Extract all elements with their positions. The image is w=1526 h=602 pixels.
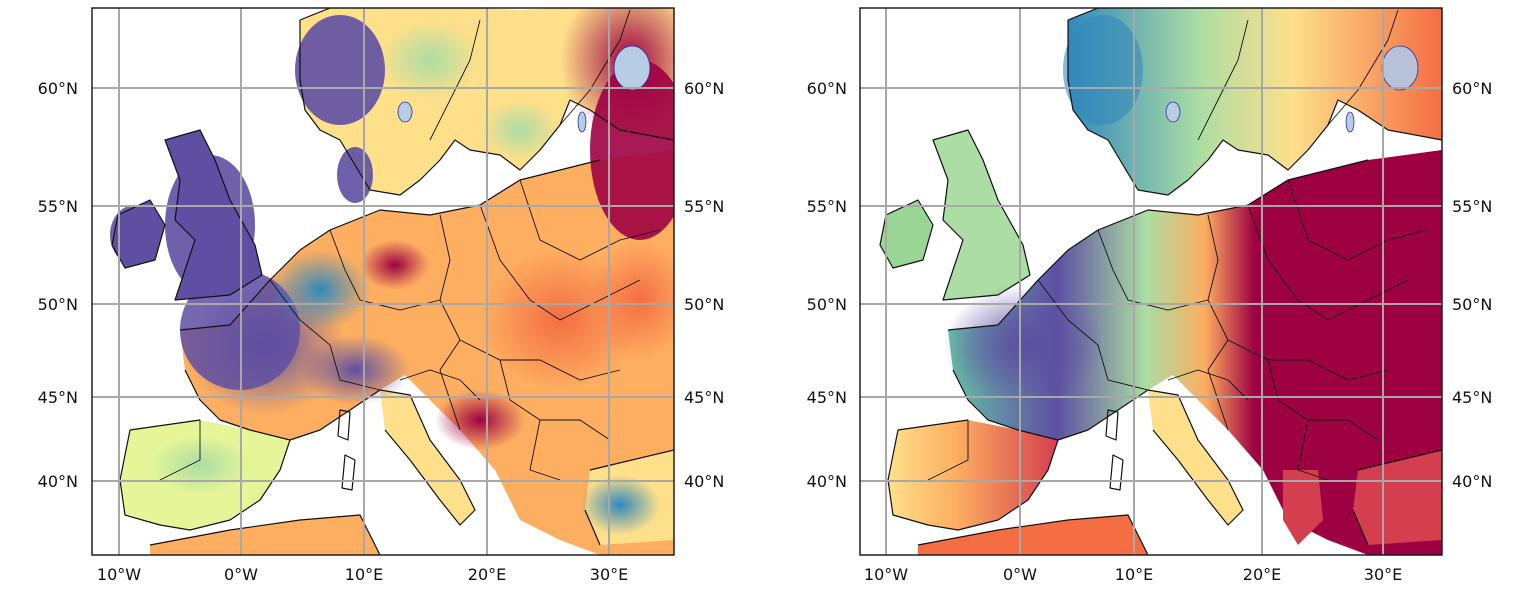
map-right-data-layer — [879, 8, 1442, 555]
lat-label: 60°N — [1452, 79, 1492, 98]
lon-labels-bottom-axis: 10°W 0°W 10°E 20°E 30°E — [864, 565, 1402, 584]
lon-label: 30°E — [590, 565, 628, 584]
map-right-svg: 60°N 55°N 50°N 45°N 40°N 60°N 55°N 50°N … — [807, 7, 1492, 584]
lat-label: 60°N — [38, 79, 78, 98]
lat-label: 55°N — [684, 197, 724, 216]
lat-label: 55°N — [807, 197, 847, 216]
coastlines-left — [111, 8, 674, 555]
lat-label: 50°N — [1452, 295, 1492, 314]
lon-label: 0°W — [224, 565, 258, 584]
lon-label: 30°E — [1364, 565, 1402, 584]
lat-label: 45°N — [807, 388, 847, 407]
map-left-svg: 60°N 55°N 50°N 45°N 40°N 60°N 55°N 50°N … — [38, 7, 724, 584]
map-panel-right: 60°N 55°N 50°N 45°N 40°N 60°N 55°N 50°N … — [763, 0, 1526, 602]
borders-right — [927, 9, 1429, 481]
lon-labels-bottom-axis: 10°W 0°W 10°E 20°E 30°E — [97, 565, 628, 584]
lakes-left — [397, 45, 651, 133]
lat-label: 55°N — [1452, 197, 1492, 216]
lakes-right — [1165, 45, 1419, 133]
lat-label: 40°N — [1452, 472, 1492, 491]
graticule-left — [92, 8, 674, 555]
lon-label: 0°W — [1003, 565, 1037, 584]
lon-label: 10°W — [864, 565, 908, 584]
lon-label: 10°E — [1115, 565, 1153, 584]
lat-label: 45°N — [38, 388, 78, 407]
lat-label: 60°N — [807, 79, 847, 98]
lat-label: 40°N — [38, 472, 78, 491]
lat-label: 60°N — [684, 79, 724, 98]
lat-label: 50°N — [807, 295, 847, 314]
field-blobs-left — [110, 8, 674, 535]
lon-label: 10°E — [345, 565, 383, 584]
map-panel-left: 60°N 55°N 50°N 45°N 40°N 60°N 55°N 50°N … — [38, 7, 724, 584]
lat-label: 45°N — [1452, 388, 1492, 407]
lat-label: 45°N — [684, 388, 724, 407]
map-frame-left — [91, 7, 675, 556]
lon-label: 20°E — [1243, 565, 1281, 584]
land-fill-right — [880, 8, 1442, 555]
field-blobs-right — [943, 15, 1143, 405]
map-left-data-layer — [110, 8, 674, 555]
graticule-right — [860, 8, 1442, 555]
lat-labels-right-axis: 60°N 55°N 50°N 45°N 40°N — [684, 79, 724, 491]
lat-label: 40°N — [807, 472, 847, 491]
lon-label: 10°W — [97, 565, 141, 584]
lat-label: 55°N — [38, 197, 78, 216]
lat-labels-left-axis: 60°N 55°N 50°N 45°N 40°N — [38, 79, 78, 491]
lat-label: 50°N — [38, 295, 78, 314]
lat-labels-left-axis: 60°N 55°N 50°N 45°N 40°N — [807, 79, 847, 491]
lon-label: 20°E — [468, 565, 506, 584]
map-frame-right — [859, 7, 1443, 556]
lat-label: 50°N — [684, 295, 724, 314]
lat-labels-right-axis: 60°N 55°N 50°N 45°N 40°N — [1452, 79, 1492, 491]
lat-label: 40°N — [684, 472, 724, 491]
